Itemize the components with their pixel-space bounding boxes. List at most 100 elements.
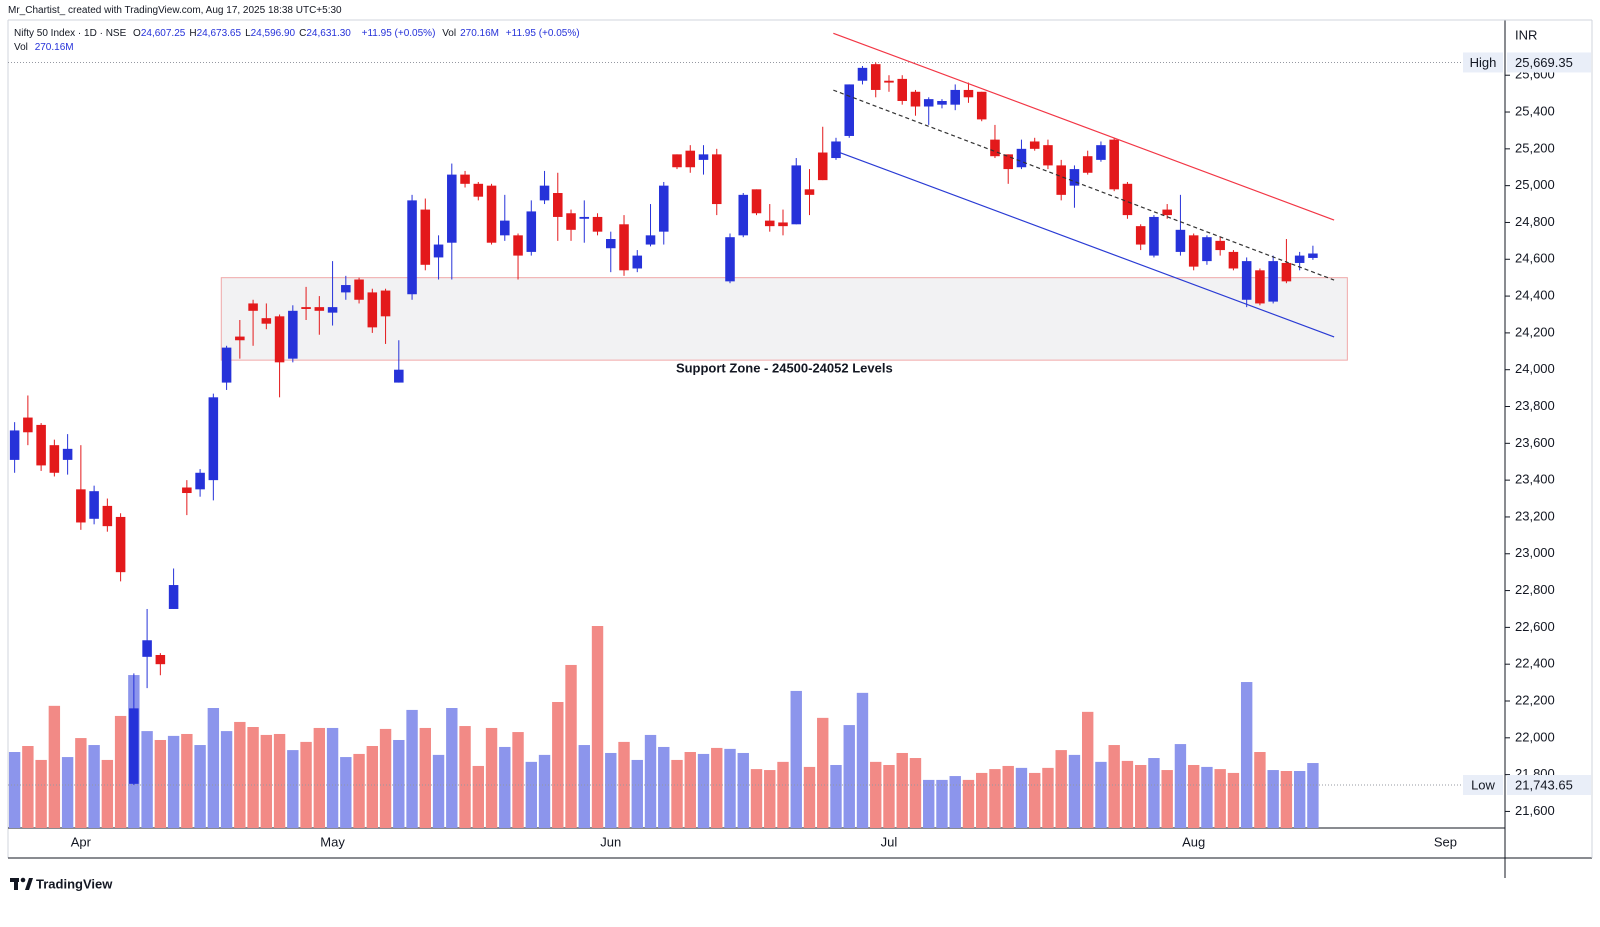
candle-body: [208, 397, 219, 481]
volume-bar: [989, 769, 1001, 828]
volume-bar: [803, 766, 816, 828]
candle-body: [1056, 165, 1066, 195]
candle-body: [1069, 169, 1080, 186]
volume-value: 270.16M: [460, 28, 500, 39]
candle-body: [115, 516, 126, 573]
marker-badge: [1463, 52, 1503, 73]
candle-body: [420, 209, 431, 265]
volume-bar: [737, 752, 749, 828]
volume-key: Vol: [14, 42, 28, 53]
volume-bar: [684, 752, 696, 828]
candle-body: [433, 244, 444, 258]
y-tick-label: 23,600: [1515, 435, 1555, 450]
candle-body: [539, 185, 550, 201]
volume-bar: [764, 770, 776, 828]
candle-body: [963, 89, 974, 98]
candle-body: [1308, 253, 1318, 258]
candle-body: [261, 318, 272, 324]
volume-bar: [273, 733, 286, 828]
volume-bar: [658, 746, 670, 828]
volume-bar: [194, 745, 206, 828]
volume-bar: [962, 779, 975, 828]
candle-body: [1175, 229, 1186, 252]
volume-bar: [472, 765, 484, 828]
volume-bar: [379, 728, 392, 828]
candle-body: [698, 154, 709, 160]
candle-body: [288, 310, 298, 359]
volume-bar: [1280, 771, 1293, 828]
candle-body: [473, 183, 484, 197]
candle-body: [168, 585, 179, 609]
candle-body: [1162, 209, 1172, 216]
candle-body: [1188, 235, 1199, 267]
volume-bar: [631, 759, 643, 828]
marker-value: 25,669.35: [1515, 55, 1573, 70]
candle-body: [1109, 139, 1119, 190]
candle-body: [1135, 226, 1146, 245]
candle-body: [817, 152, 828, 181]
candle-body: [89, 491, 99, 519]
volume-bar: [1002, 765, 1014, 828]
y-tick-label: 22,000: [1515, 729, 1555, 744]
volume-bar: [1161, 770, 1173, 828]
volume-bar: [923, 779, 935, 828]
candle-body: [619, 224, 629, 271]
candle-body: [1268, 261, 1278, 302]
y-tick-label: 23,800: [1515, 398, 1555, 413]
volume-bar: [512, 732, 524, 828]
volume-bar: [446, 708, 458, 828]
candle-body: [394, 369, 404, 383]
volume-bar: [1068, 754, 1081, 828]
volume-bar: [1134, 764, 1147, 828]
candle-body: [1029, 141, 1040, 149]
legend-value: 24,607.25: [140, 28, 186, 39]
y-tick-label: 22,400: [1515, 656, 1555, 671]
candle-body: [1082, 156, 1093, 173]
volume-bar: [552, 701, 564, 828]
candle-body: [354, 279, 364, 300]
candle-body: [1241, 261, 1252, 300]
candle-body: [831, 141, 841, 159]
volume-bar: [724, 748, 736, 828]
candle-body: [1281, 262, 1292, 282]
volume-bar: [181, 733, 193, 828]
candle-body: [248, 303, 258, 311]
volume-bar: [207, 708, 220, 828]
candle-body: [751, 189, 762, 214]
candle-body: [513, 235, 523, 256]
candle-body: [195, 472, 205, 490]
candle-body: [645, 235, 656, 245]
volume-bar: [1254, 752, 1266, 828]
y-tick-label: 21,600: [1515, 803, 1555, 818]
candle-body: [367, 292, 378, 328]
volume-bar: [1029, 772, 1041, 828]
volume-bar: [525, 761, 537, 828]
candle-body: [235, 336, 245, 341]
ohlc: O24,607.25 H24,673.65 L24,596.90 C24,631.30: [133, 28, 355, 39]
volume-bar: [35, 759, 47, 828]
legend-value: 24,631.30: [306, 28, 351, 39]
x-tick-label: May: [320, 834, 345, 849]
volume-value: 270.16M: [34, 42, 74, 53]
y-tick-label: 25,400: [1515, 103, 1555, 118]
candle-body: [1003, 154, 1013, 170]
candle-body: [380, 290, 391, 317]
volume-bar: [499, 746, 511, 828]
y-tick-label: 22,200: [1515, 692, 1555, 707]
volume-bar: [1095, 761, 1107, 828]
candle-body: [711, 154, 722, 205]
y-tick-label: 25,200: [1515, 140, 1555, 155]
volume-bar: [538, 754, 551, 828]
candle-body: [672, 154, 682, 168]
volume-bar: [790, 690, 802, 828]
candle-body: [102, 505, 113, 527]
volume-bar: [1015, 767, 1028, 828]
volume-bar: [313, 727, 326, 828]
volume-bar: [830, 764, 842, 828]
legend-key: L: [245, 28, 251, 39]
candle-body: [49, 445, 60, 473]
volume-bar: [1307, 763, 1319, 828]
volume-bar: [300, 741, 312, 828]
